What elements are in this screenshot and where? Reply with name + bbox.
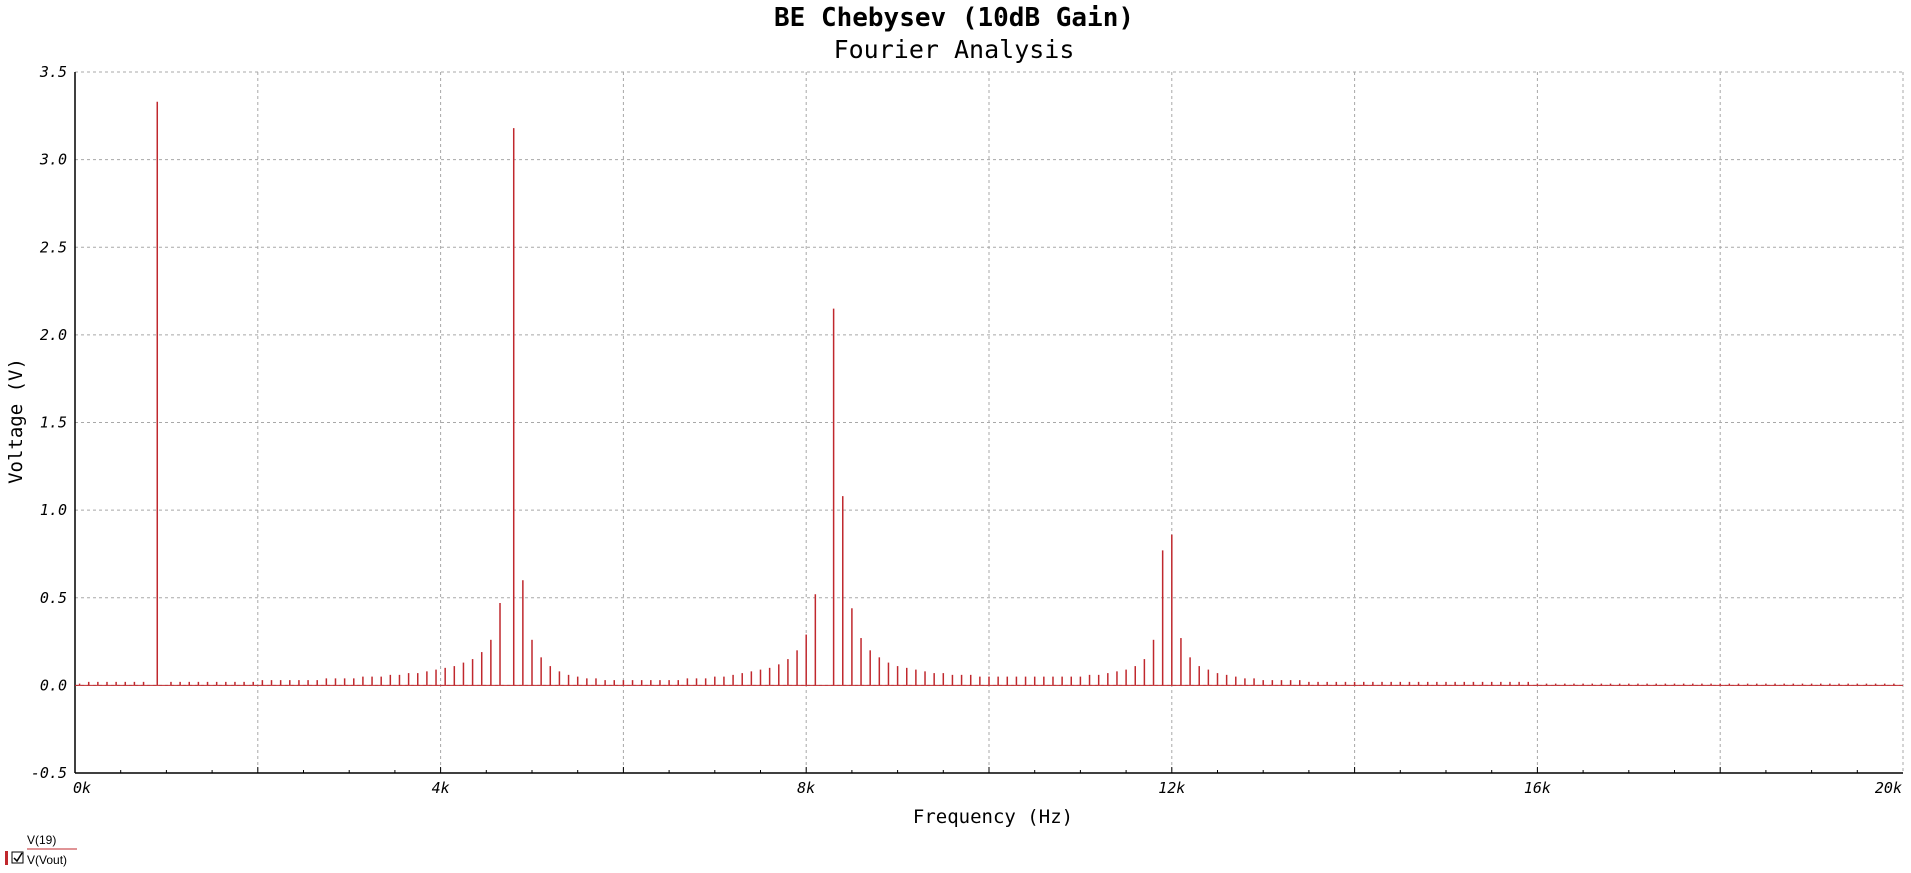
x-tick-label: 8k	[797, 779, 815, 797]
y-tick-label: 2.0	[40, 326, 67, 344]
chart-title: BE Chebysev (10dB Gain)	[774, 3, 1134, 33]
x-tick-label: 0k	[73, 779, 91, 797]
data-series-vout	[78, 101, 1895, 686]
chart-ticks: 0k 4k 8k 12k 16k 20k 3.5 3.0 2.5 2.0 1.5 1.0 0.5 0.0 -…	[31, 63, 1902, 797]
chart-axes	[74, 72, 1903, 774]
x-tick-label: 12k	[1158, 779, 1185, 797]
y-axis-label: Voltage (V)	[5, 358, 27, 484]
x-tick-label: 4k	[432, 779, 450, 797]
legend-label-vout: V(Vout)	[27, 853, 67, 867]
legend-color-swatch	[5, 851, 8, 865]
y-tick-label: 1.0	[40, 501, 67, 519]
x-tick-label: 16k	[1524, 779, 1551, 797]
legend-label-v19: V(19)	[27, 833, 56, 847]
chart-subtitle: Fourier Analysis	[834, 35, 1075, 64]
checkmark-icon	[13, 852, 23, 863]
x-axis-label: Frequency (Hz)	[913, 806, 1073, 828]
x-tick-label: 20k	[1875, 779, 1902, 797]
legend-checkbox[interactable]	[11, 851, 24, 864]
y-tick-label: 3.0	[39, 151, 67, 169]
y-tick-label: -0.5	[31, 764, 67, 782]
y-tick-label: 0.0	[40, 676, 67, 694]
chart-grid	[75, 71, 1904, 773]
legend: V(19) V(Vout)	[5, 833, 77, 867]
y-tick-label: 3.5	[39, 63, 67, 81]
y-tick-label: 1.5	[40, 414, 67, 432]
y-tick-label: 2.5	[40, 238, 67, 256]
y-tick-label: 0.5	[40, 589, 67, 607]
